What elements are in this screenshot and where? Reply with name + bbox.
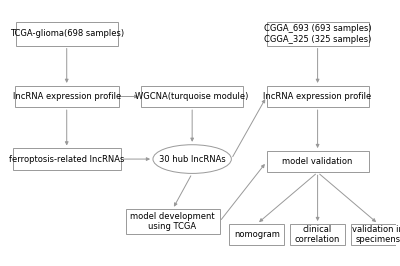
FancyBboxPatch shape [267,151,368,172]
Text: 30 hub lncRNAs: 30 hub lncRNAs [159,155,226,164]
Text: ferroptosis-related lncRNAs: ferroptosis-related lncRNAs [9,155,124,164]
Text: WGCNA(turquoise module): WGCNA(turquoise module) [136,92,249,101]
Text: validation in
specimens: validation in specimens [352,225,400,244]
FancyBboxPatch shape [351,224,400,245]
FancyBboxPatch shape [141,86,243,107]
FancyBboxPatch shape [15,86,119,107]
Text: nomogram: nomogram [234,230,280,239]
Ellipse shape [153,145,231,173]
FancyBboxPatch shape [126,209,220,234]
Text: CGGA_693 (693 samples)
CGGA_325 (325 samples): CGGA_693 (693 samples) CGGA_325 (325 sam… [264,24,372,44]
FancyBboxPatch shape [13,148,121,170]
Text: model validation: model validation [282,157,353,166]
Text: lncRNA expression profile: lncRNA expression profile [264,92,372,101]
Text: lncRNA expression profile: lncRNA expression profile [12,92,121,101]
Text: clinical
correlation: clinical correlation [295,225,340,244]
FancyBboxPatch shape [230,224,284,245]
FancyBboxPatch shape [267,22,368,46]
FancyBboxPatch shape [16,22,118,46]
FancyBboxPatch shape [290,224,345,245]
Text: model development
using TCGA: model development using TCGA [130,212,215,231]
Text: TCGA-glioma(698 samples): TCGA-glioma(698 samples) [10,30,124,39]
FancyBboxPatch shape [267,86,368,107]
